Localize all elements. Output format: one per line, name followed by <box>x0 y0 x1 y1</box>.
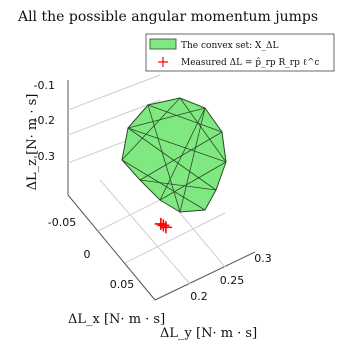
y-axis-label: ΔL_y [N· m · s] <box>160 326 257 341</box>
grid-line <box>99 179 191 285</box>
x-tick-label: -0.05 <box>48 216 76 229</box>
measured-point <box>157 219 170 232</box>
y-tick-label: 0.3 <box>254 252 272 265</box>
convex-set <box>121 97 227 213</box>
x-axis-line <box>67 194 156 301</box>
z-tick-label: -0.1 <box>34 79 55 92</box>
grid-line <box>124 212 226 264</box>
x-ticks: -0.05 0 0.05 <box>48 216 134 291</box>
z-ticks: -0.1 -0.2 -0.3 <box>34 79 55 163</box>
z-tick-label: -0.2 <box>34 114 55 127</box>
y-tick-label: 0.2 <box>190 290 208 303</box>
measured-point <box>154 217 167 230</box>
y-tick-label: 0.25 <box>220 274 245 287</box>
legend-convex-swatch <box>149 38 177 50</box>
convex-hull-surface <box>121 97 227 213</box>
legend: The convex set: X_ΔL Measured ΔL = p̂_rp… <box>145 33 335 72</box>
z-axis-label: ΔL_z [N· m · s] <box>25 94 40 191</box>
legend-measured-label: Measured ΔL = p̂_rp R_rp ℓ^c <box>181 57 320 68</box>
grid-line <box>67 99 161 136</box>
legend-convex-label: The convex set: X_ΔL <box>181 41 278 51</box>
grid-line <box>67 74 161 111</box>
measured-markers <box>154 217 172 234</box>
chart-title: All the possible angular momentum jumps <box>17 9 318 25</box>
x-axis-label: ΔL_x [N· m · s] <box>68 312 165 327</box>
legend-measured-swatch <box>158 57 168 67</box>
z-tick-label: -0.3 <box>34 150 55 163</box>
legend-box <box>145 33 335 72</box>
measured-point <box>159 221 172 234</box>
convex-hull-edges <box>121 97 227 213</box>
y-ticks: 0.2 0.25 0.3 <box>190 252 272 303</box>
x-tick-label: 0 <box>84 248 91 261</box>
x-tick-label: 0.05 <box>110 278 135 291</box>
y-axis-line <box>154 251 256 301</box>
